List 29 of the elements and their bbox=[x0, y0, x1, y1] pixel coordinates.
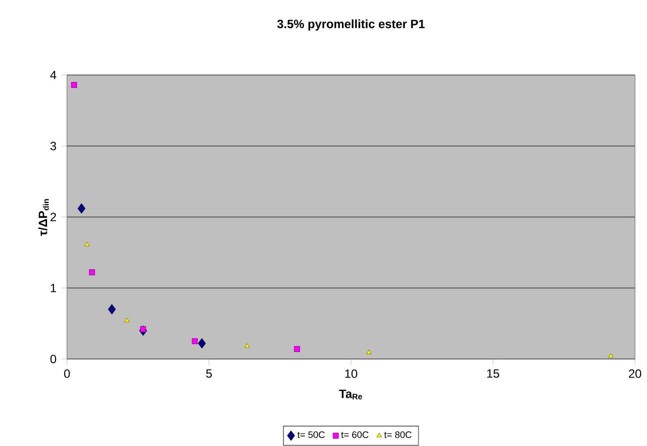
y-tick-label: 0 bbox=[50, 354, 56, 364]
point bbox=[84, 242, 90, 247]
x-tick-label: 5 bbox=[206, 370, 212, 378]
x-tick-label: 0 bbox=[64, 370, 70, 378]
point bbox=[71, 82, 78, 88]
x-tick-label: 20 bbox=[628, 370, 642, 378]
chart-title: 3.5% pyromellitic ester P1 bbox=[277, 20, 425, 31]
text: τ/ΔP$_{din}$ bbox=[38, 199, 49, 236]
text: Ta$_{Re}$ bbox=[339, 390, 362, 400]
y-tick-label: 3 bbox=[50, 142, 56, 150]
y-tick-label: 2 bbox=[50, 213, 56, 222]
point bbox=[366, 350, 372, 354]
legend-label: t= 60C bbox=[341, 432, 368, 438]
point bbox=[140, 326, 146, 332]
point bbox=[124, 318, 130, 322]
point bbox=[108, 304, 116, 315]
point bbox=[198, 338, 206, 349]
legend-label: t= 80C bbox=[384, 432, 412, 438]
point bbox=[294, 346, 300, 352]
point bbox=[89, 270, 95, 276]
x-tick-label: 10 bbox=[345, 370, 358, 378]
y-tick-label: 1 bbox=[50, 284, 56, 292]
point bbox=[244, 344, 250, 348]
point bbox=[608, 353, 614, 358]
x-tick-label: 15 bbox=[487, 370, 500, 378]
legend-label: t= 50C bbox=[297, 432, 325, 438]
point bbox=[78, 204, 86, 214]
y-tick-label: 4 bbox=[50, 71, 56, 80]
point bbox=[192, 338, 198, 344]
